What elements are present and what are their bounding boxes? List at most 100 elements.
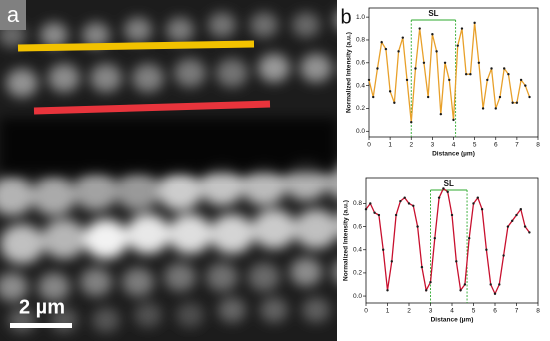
y-axis-label: Normalized Intensity (a.u.)	[346, 32, 353, 113]
data-point	[515, 213, 518, 217]
data-point	[463, 283, 467, 286]
texture-blob	[124, 17, 152, 43]
data-point	[507, 73, 510, 76]
data-point	[437, 196, 441, 199]
texture-blob	[252, 209, 296, 249]
texture-blob	[74, 171, 118, 211]
data-point	[477, 61, 481, 64]
texture-blob	[92, 307, 120, 333]
data-point	[401, 36, 404, 39]
texture-blob	[82, 22, 110, 48]
data-line	[365, 187, 530, 296]
data-point	[485, 248, 488, 251]
data-point	[493, 292, 497, 295]
data-point	[412, 204, 415, 207]
data-point	[373, 211, 376, 214]
data-point	[369, 202, 372, 205]
texture-blob	[90, 63, 122, 93]
data-point	[418, 27, 421, 30]
scale-bar	[10, 323, 72, 328]
y-tick-label: 0.8	[356, 37, 365, 44]
data-point	[455, 260, 458, 263]
x-tick-label: 8	[536, 142, 540, 149]
texture-blob	[84, 219, 128, 259]
y-tick-label: 0.6	[353, 223, 362, 230]
texture-blob	[208, 12, 236, 38]
data-point	[490, 67, 493, 70]
data-point	[446, 190, 449, 194]
data-point	[390, 260, 393, 263]
data-point	[498, 95, 502, 99]
data-point	[384, 47, 388, 51]
x-tick-label: 2	[409, 142, 413, 149]
x-axis-label: Distance (µm)	[432, 151, 475, 158]
x-tick-label: 4	[450, 308, 454, 315]
dark-band	[0, 118, 337, 173]
y-tick-label: 0.6	[356, 60, 365, 67]
data-point	[429, 280, 432, 284]
panel-label: b	[340, 6, 351, 28]
data-point	[450, 213, 454, 217]
label-box	[0, 0, 26, 30]
annotation-label: SL	[444, 179, 454, 188]
data-point	[386, 289, 389, 292]
x-tick-label: 2	[407, 308, 411, 315]
data-point	[460, 27, 464, 30]
data-point	[393, 101, 396, 104]
data-point	[506, 225, 510, 228]
y-tick-label: 0.4	[353, 246, 362, 253]
texture-blob	[40, 22, 68, 48]
data-point	[380, 41, 383, 44]
red-line	[33, 100, 271, 115]
data-point	[519, 78, 523, 82]
data-point	[456, 44, 459, 47]
x-axis-label: Distance (µm)	[431, 317, 474, 324]
texture-blob	[0, 272, 28, 302]
data-point	[420, 265, 424, 269]
data-point	[515, 101, 519, 104]
y-tick-label: 0.8	[353, 200, 362, 207]
x-tick-label: 1	[388, 142, 392, 149]
data-point	[464, 73, 468, 76]
texture-blob	[168, 214, 212, 254]
data-point	[481, 107, 485, 110]
data-point	[528, 95, 531, 99]
y-tick-label: 0.4	[356, 82, 365, 89]
data-point	[468, 236, 471, 240]
data-point	[442, 187, 445, 190]
y-tick-label: 0.2	[353, 270, 362, 277]
texture-blob	[176, 302, 204, 328]
x-tick-label: 7	[515, 308, 519, 315]
data-point	[399, 199, 402, 203]
data-point	[472, 202, 475, 205]
y-tick-label: 0.0	[353, 293, 362, 300]
x-tick-label: 4	[452, 142, 456, 149]
micrograph-texture	[0, 12, 337, 333]
texture-blob	[0, 224, 44, 264]
texture-blob	[48, 63, 80, 93]
data-point	[489, 283, 492, 286]
texture-blob	[218, 297, 246, 323]
data-point	[469, 73, 472, 76]
y-tick-label: 0.2	[356, 105, 365, 112]
x-tick-label: 7	[515, 142, 519, 149]
data-point	[503, 67, 506, 70]
data-point	[511, 219, 514, 223]
x-tick-label: 5	[473, 142, 477, 149]
data-point	[431, 33, 434, 36]
data-point	[473, 21, 476, 25]
x-tick-label: 8	[536, 308, 540, 315]
panel-label: a	[7, 2, 20, 27]
texture-blob	[206, 262, 238, 292]
data-point	[459, 289, 462, 292]
data-point	[416, 225, 419, 228]
data-point	[405, 78, 409, 82]
texture-blob	[294, 209, 337, 249]
texture-blob	[134, 302, 162, 328]
texture-blob	[290, 257, 322, 287]
data-point	[367, 78, 371, 82]
texture-blob	[292, 12, 320, 38]
data-point	[524, 84, 527, 87]
data-point	[425, 289, 428, 292]
